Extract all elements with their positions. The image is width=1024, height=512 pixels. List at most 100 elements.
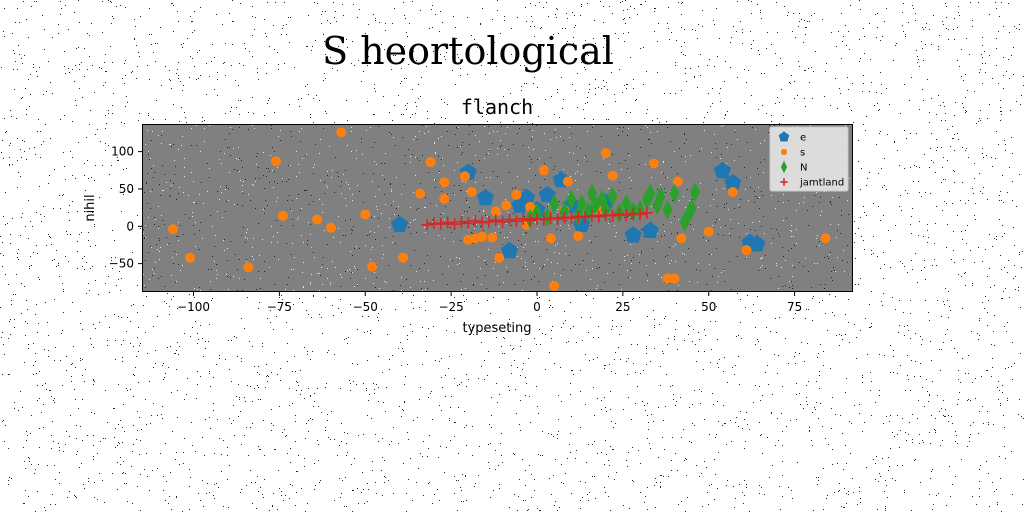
data-point: [415, 188, 426, 199]
legend-label: e: [800, 133, 806, 144]
data-point: [487, 232, 498, 243]
x-tick-label: −100: [177, 300, 210, 314]
data-point: [462, 217, 475, 230]
data-point: [672, 176, 683, 187]
data-point: [167, 224, 178, 235]
legend-box: [769, 126, 849, 192]
x-tick-label: 25: [615, 300, 630, 314]
data-point: [620, 209, 633, 222]
data-point: [494, 252, 505, 263]
data-point: [517, 212, 530, 225]
data-point: [482, 215, 495, 228]
data-point: [439, 177, 450, 188]
data-point: [576, 193, 587, 214]
data-point: [469, 215, 482, 228]
x-tick-label: −25: [438, 300, 463, 314]
data-point: [607, 186, 618, 207]
legend-marker: [778, 131, 790, 142]
data-point: [600, 148, 611, 159]
figure-suptitle: S heortological: [322, 29, 614, 73]
data-point: [662, 273, 673, 284]
data-point: [325, 222, 336, 233]
data-point: [669, 183, 680, 204]
data-point: [727, 186, 738, 197]
legend-marker: [780, 160, 788, 174]
data-point: [336, 127, 347, 138]
legend-entry: s: [780, 148, 805, 159]
data-point: [185, 252, 196, 263]
x-axis-label: typeseting: [462, 321, 531, 336]
y-tick-label: 100: [111, 145, 134, 159]
plot-frame: [142, 124, 853, 292]
data-point: [439, 193, 450, 204]
data-point: [459, 171, 470, 182]
data-point: [477, 231, 488, 242]
data-point: [703, 226, 714, 237]
legend-entry: N: [780, 160, 807, 174]
data-point: [565, 212, 578, 225]
data-point: [496, 215, 509, 228]
data-point: [503, 213, 516, 226]
legend-marker: [780, 148, 788, 156]
data-point: [655, 186, 666, 207]
data-point: [398, 252, 409, 263]
data-point: [645, 183, 656, 204]
data-point: [524, 214, 537, 227]
data-point: [441, 216, 454, 229]
legend-label: N: [800, 163, 807, 174]
data-point: [640, 206, 653, 219]
data-marks: [167, 127, 831, 292]
data-point: [425, 157, 436, 168]
data-point: [360, 209, 371, 220]
chart-title: flanch: [461, 95, 533, 119]
data-point: [421, 218, 434, 231]
data-point: [270, 156, 281, 167]
data-point: [551, 212, 564, 225]
data-point: [391, 215, 409, 233]
data-point: [367, 261, 378, 272]
data-point: [455, 215, 468, 228]
data-point: [566, 189, 577, 210]
data-point: [592, 210, 605, 223]
data-point: [579, 211, 592, 224]
y-axis-label: nihil: [83, 194, 98, 221]
data-point: [549, 281, 560, 292]
data-point: [676, 233, 687, 244]
data-point: [641, 221, 659, 239]
data-point: [669, 273, 680, 284]
legend-marker: [780, 178, 788, 186]
data-point: [312, 214, 323, 225]
data-point: [607, 170, 618, 181]
data-point: [538, 165, 549, 176]
data-point: [466, 186, 477, 197]
data-point: [501, 241, 519, 259]
data-point: [713, 162, 731, 179]
data-point: [573, 231, 584, 241]
x-tick-label: 75: [787, 300, 802, 314]
legend-label: jamtland: [799, 178, 844, 189]
data-point: [648, 158, 659, 169]
data-point: [277, 210, 288, 221]
data-point: [606, 209, 619, 222]
data-point: [545, 233, 556, 244]
legend-entry: jamtland: [780, 178, 844, 189]
data-point: [476, 188, 494, 206]
data-point: [538, 185, 556, 203]
data-point: [741, 245, 752, 256]
data-point: [537, 213, 550, 226]
y-axis-ticks: −50 0 50 100: [109, 145, 142, 271]
data-point: [686, 198, 697, 219]
data-point: [511, 189, 522, 200]
data-point: [489, 214, 502, 227]
series-4: [421, 206, 653, 231]
x-tick-label: −50: [353, 300, 378, 314]
data-point: [634, 208, 647, 221]
data-point: [490, 206, 501, 217]
y-tick-label: 0: [126, 219, 134, 233]
data-point: [662, 199, 673, 220]
x-tick-label: −75: [267, 300, 292, 314]
x-tick-label: 0: [533, 300, 541, 314]
